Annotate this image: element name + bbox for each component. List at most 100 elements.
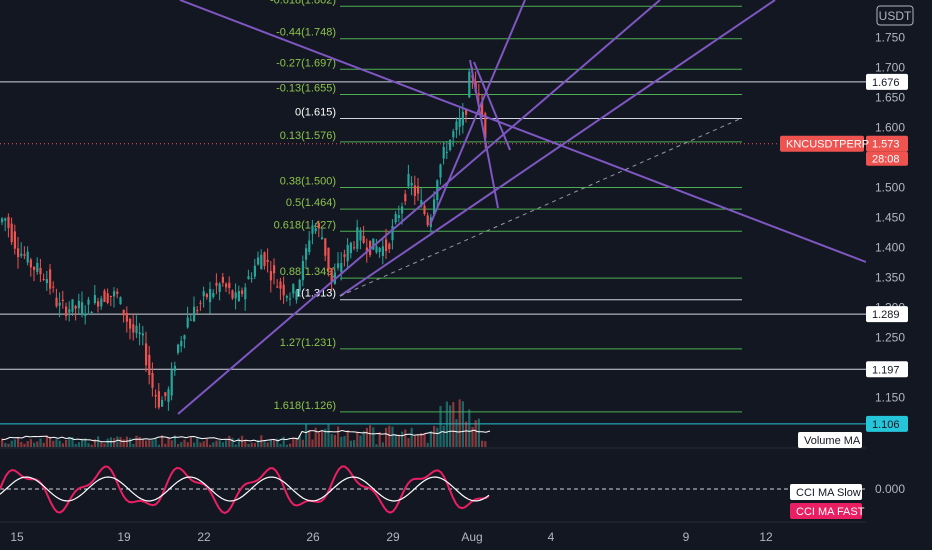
- candle-body: [244, 287, 247, 300]
- volume-bar: [42, 442, 45, 447]
- candle-body: [378, 247, 381, 252]
- candle-body: [225, 283, 228, 288]
- candle-body: [90, 311, 93, 313]
- volume-bar: [244, 439, 247, 447]
- price-tick: 1.450: [875, 211, 905, 225]
- price-tick: 1.600: [875, 121, 905, 135]
- volume-bar: [23, 443, 26, 447]
- volume-bar: [215, 440, 218, 447]
- candle-body: [173, 365, 176, 371]
- volume-bar: [33, 442, 36, 447]
- fib-label: 1(1.313): [295, 288, 336, 300]
- candle-body: [260, 254, 263, 270]
- volume-bar: [122, 439, 125, 447]
- volume-bar: [148, 440, 151, 447]
- volume-bar: [61, 443, 64, 447]
- candle-body: [196, 310, 199, 312]
- candle-body: [477, 93, 480, 96]
- candle-body: [426, 215, 429, 226]
- candle-body: [202, 291, 205, 297]
- fib-label: 0.38(1.500): [280, 176, 336, 188]
- candle-body: [407, 173, 410, 187]
- volume-bar: [129, 437, 132, 447]
- candle-body: [401, 206, 404, 214]
- candle-body: [375, 246, 378, 253]
- time-tick: 15: [10, 530, 24, 544]
- level-badge-bg: [866, 306, 908, 323]
- candle-body: [221, 276, 224, 283]
- fib-label: -0.44(1.748): [276, 27, 336, 39]
- volume-bar: [263, 440, 266, 447]
- volume-bar: [49, 436, 52, 447]
- cci-fast-label: CCI MA FAST: [796, 506, 865, 518]
- candle-body: [314, 228, 317, 232]
- candle-body: [13, 231, 16, 249]
- volume-bar: [330, 434, 333, 447]
- volume-bar: [372, 427, 375, 447]
- candle-body: [132, 324, 135, 333]
- candle-body: [209, 288, 212, 303]
- price-tick: 1.650: [875, 91, 905, 105]
- candle-body: [93, 295, 96, 303]
- volume-bar: [333, 434, 336, 447]
- candle-body: [109, 295, 112, 298]
- volume-bar: [234, 444, 237, 447]
- volume-bar: [356, 432, 359, 447]
- candle-body: [77, 300, 80, 309]
- candle-body: [189, 319, 192, 321]
- candle-body: [58, 302, 61, 306]
- volume-bar: [423, 433, 426, 447]
- fib-label: 0.5(1.464): [286, 197, 336, 209]
- time-tick: 9: [683, 530, 690, 544]
- fib-label: -0.13(1.655): [276, 83, 336, 95]
- candle-body: [465, 109, 468, 115]
- fib-label: 1.27(1.231): [280, 337, 336, 349]
- candle-body: [404, 193, 407, 202]
- currency-button[interactable]: USDT: [876, 5, 914, 26]
- volume-bar: [468, 409, 471, 447]
- volume-bar: [58, 440, 61, 447]
- price-tick: 1.350: [875, 271, 905, 285]
- volume-bar: [157, 444, 160, 447]
- volume-bar: [458, 399, 461, 447]
- candle-body: [413, 185, 416, 196]
- level-badge: 1.676: [872, 77, 900, 89]
- candle-body: [17, 248, 20, 258]
- candle-body: [391, 226, 394, 241]
- candle-body: [257, 257, 260, 265]
- cci-slow-label: CCI MA Slow: [796, 487, 861, 499]
- price-axis[interactable]: [866, 0, 932, 550]
- volume-bar: [100, 442, 103, 447]
- volume-bar: [189, 437, 192, 447]
- fibonacci-levels: -0.618(1.802) -0.44(1.748) -0.27(1.697) -0.…: [270, 0, 742, 413]
- volume-bar: [164, 443, 167, 447]
- level-badge: 1.289: [872, 309, 900, 321]
- candle-body: [484, 113, 487, 139]
- candle-body: [468, 71, 471, 98]
- cci-slow-label-bg: [790, 484, 862, 500]
- candle-body: [23, 254, 26, 256]
- volume-bar: [170, 440, 173, 447]
- volume-ma-label: Volume MA: [804, 435, 861, 447]
- volume-bar: [397, 434, 400, 447]
- fib-label: 0.13(1.576): [280, 130, 336, 142]
- candle-body: [397, 215, 400, 218]
- candle-body: [340, 262, 343, 273]
- volume-bar: [305, 423, 308, 447]
- candle-body: [100, 298, 103, 307]
- last-price-badge: 1.573: [872, 139, 900, 151]
- candle-body: [68, 309, 71, 313]
- candle-body: [417, 186, 420, 194]
- candle-body: [74, 305, 77, 309]
- candle-body: [481, 102, 484, 117]
- volume-bar: [273, 439, 276, 447]
- volume-bar: [340, 436, 343, 447]
- volume-bar: [45, 435, 48, 447]
- price-tick: 1.700: [875, 61, 905, 75]
- volume-bar: [413, 436, 416, 447]
- candle-body: [10, 223, 13, 243]
- volume-bar: [465, 421, 468, 447]
- volume-bar: [477, 418, 480, 447]
- volume-bar: [116, 436, 119, 447]
